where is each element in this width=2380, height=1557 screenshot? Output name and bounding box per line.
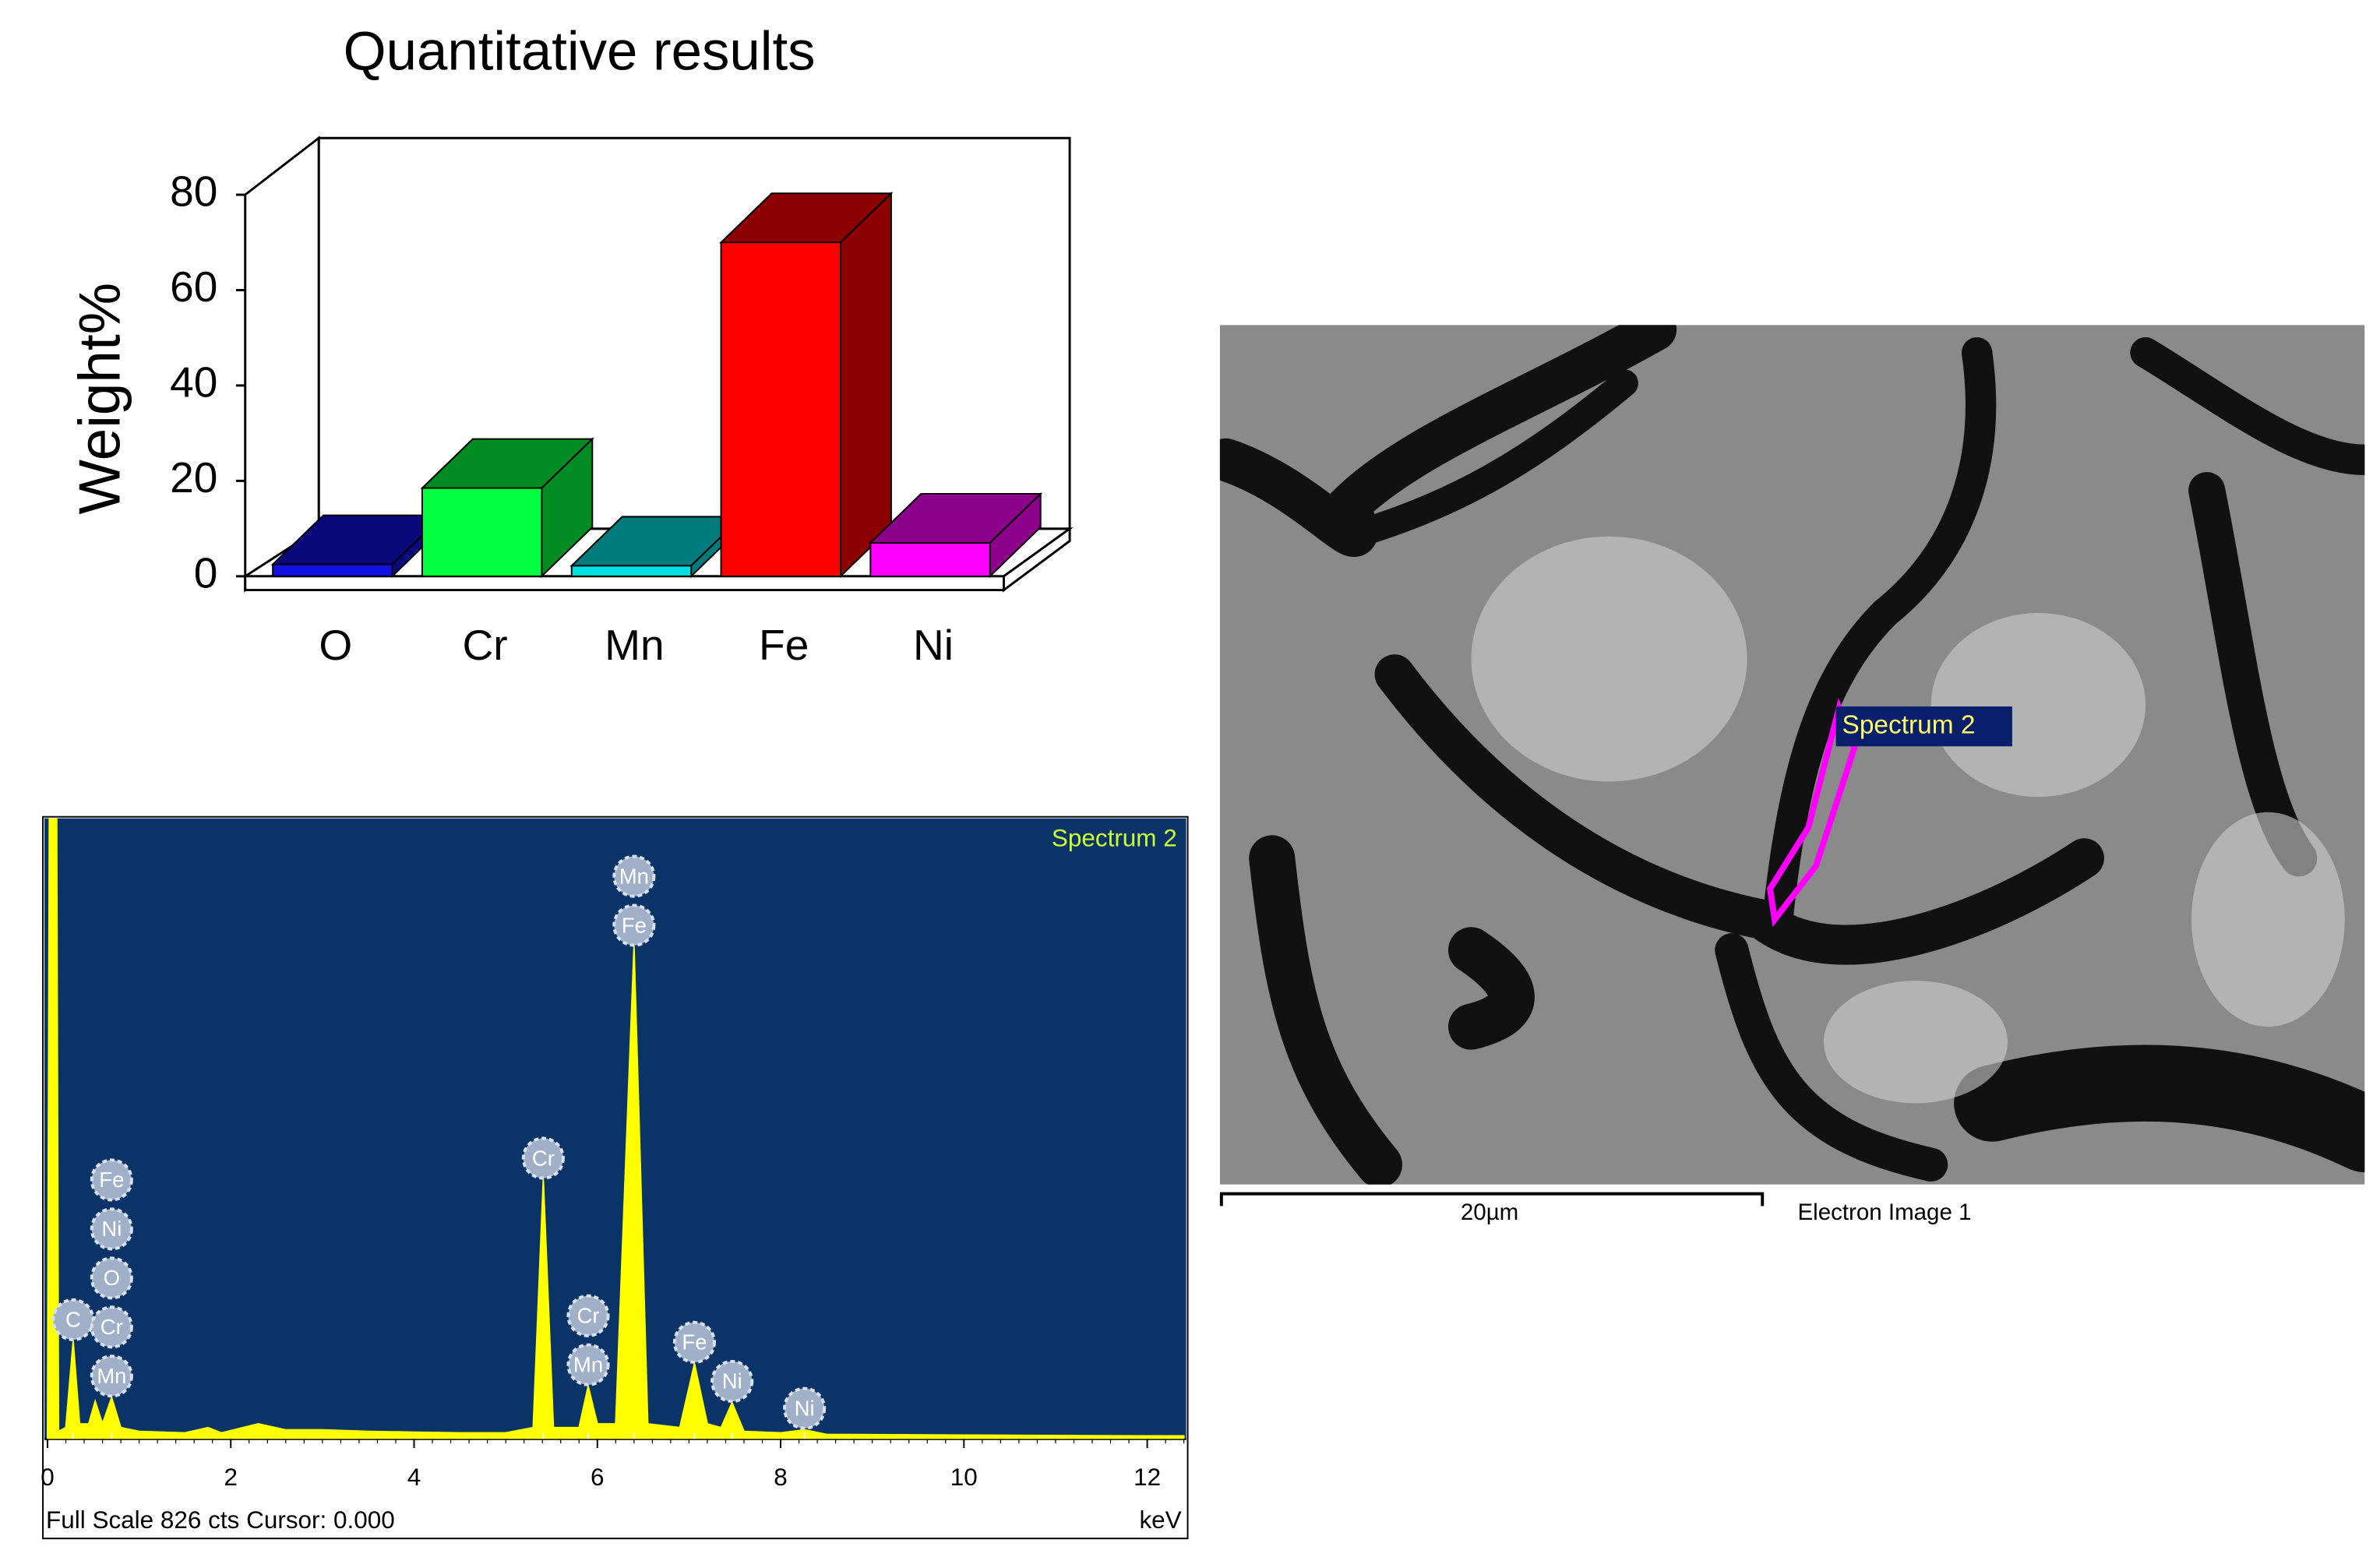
peak-label-text: Cr [532, 1146, 555, 1170]
peak-label: O [90, 1256, 133, 1300]
peak-label-badge [90, 1354, 133, 1398]
peak-label-badge [90, 1305, 133, 1349]
peak-label-text: O [104, 1266, 120, 1290]
peak-label: Ni [783, 1386, 827, 1430]
bar [869, 541, 991, 577]
overlay-label-box [1835, 706, 2012, 747]
peak-label: Ni [710, 1359, 754, 1404]
x-tick-label: 12 [1134, 1464, 1161, 1491]
spectrum-area [46, 818, 1185, 1439]
image-caption: Electron Image 1 [1797, 1199, 1971, 1225]
x-tick-label: 6 [591, 1464, 605, 1491]
x-tick-label: O [319, 621, 352, 669]
peak-label-text: Fe [622, 913, 647, 937]
bar-side [840, 191, 892, 579]
spectrum-footer: Full Scale 826 cts Cursor: 0.000 [46, 1506, 395, 1534]
peak-label: Fe [612, 904, 656, 947]
x-tick-label: 2 [224, 1464, 238, 1491]
x-axis-label: keV [1139, 1506, 1181, 1534]
peak-label-text: Cr [576, 1304, 599, 1328]
peak-label-badge [672, 1320, 717, 1364]
x-tick-label: Ni [913, 621, 954, 669]
peak-label: Cr [521, 1136, 565, 1180]
y-tick-label: 20 [170, 453, 217, 502]
bar [272, 563, 393, 577]
x-tick-label: 4 [407, 1464, 421, 1491]
spectrum-plot-area [44, 818, 1186, 1439]
grain-highlights [1471, 536, 2345, 1104]
peak-label-badge [783, 1386, 827, 1430]
x-tick-label: 10 [950, 1464, 978, 1491]
y-tick-label: 40 [170, 358, 217, 406]
peak-label-badge [90, 1158, 133, 1202]
chart-title: Quantitative results [344, 21, 816, 83]
peak-label-text: Ni [795, 1396, 815, 1420]
peak-label-text: Ni [101, 1217, 122, 1241]
bar [421, 487, 543, 577]
peak-label-text: Cr [100, 1315, 123, 1339]
scale-bar [1219, 1192, 1765, 1206]
peak-label: C [51, 1298, 95, 1341]
peak-label: Ni [90, 1207, 133, 1251]
back-wall [317, 136, 1071, 530]
peak-label-text: Ni [722, 1369, 742, 1393]
peak-label-badge [90, 1207, 133, 1251]
x-tick-label: Cr [463, 621, 508, 669]
peak-label-text: Fe [99, 1168, 124, 1192]
peak-label-badge [612, 904, 656, 947]
electron-image: Spectrum 2 20µm Electron Image 1 [1219, 325, 2365, 1225]
y-axis-label: Weight% [67, 283, 132, 515]
peak-label-badge [566, 1294, 610, 1337]
x-tick-label: 0 [41, 1464, 55, 1491]
spectrum-region [1766, 698, 1858, 928]
y-tick-label: 60 [170, 262, 217, 311]
peak-label-text: Mn [573, 1353, 603, 1377]
peak-label-badge [90, 1256, 133, 1300]
peak-label-text: C [65, 1308, 81, 1332]
peak-label: Mn [90, 1354, 133, 1398]
spectrum-marks: 0 2 4 6 8 10 12 C Fe Ni O Cr Mn Cr Cr Mn Mn Fe Fe Ni Ni [41, 818, 1185, 1491]
peak-label-badge [612, 854, 656, 898]
peak-label: Mn [612, 854, 656, 898]
spectrum-title: Spectrum 2 [1052, 824, 1177, 851]
peak-label: Mn [566, 1343, 610, 1386]
overlay-label: Spectrum 2 [1842, 710, 1976, 739]
x-tick-label: Fe [759, 621, 809, 669]
floor-edge [244, 575, 1005, 592]
x-tick-label: 8 [774, 1464, 788, 1491]
peak-label-badge [566, 1343, 610, 1386]
bar [570, 565, 693, 577]
peak-label-badge [521, 1136, 565, 1180]
peak-label-text: Mn [619, 864, 649, 888]
peak-label-text: Fe [682, 1330, 707, 1354]
y-tick-label: 80 [170, 167, 217, 216]
peak-label-text: Mn [97, 1364, 126, 1388]
x-tick-label: Mn [605, 621, 665, 669]
peak-label: Cr [90, 1305, 133, 1349]
floor-edge [1003, 526, 1071, 593]
peak-label: Cr [566, 1294, 610, 1337]
scale-bar-label: 20µm [1461, 1199, 1518, 1225]
grain-boundaries [1219, 325, 2365, 1185]
peak-label: Fe [672, 1320, 717, 1364]
peak-label: Fe [90, 1158, 133, 1202]
peak-label-badge [710, 1359, 754, 1404]
bar [720, 241, 841, 577]
side-wall [244, 136, 320, 593]
y-tick-label: 0 [194, 548, 218, 597]
